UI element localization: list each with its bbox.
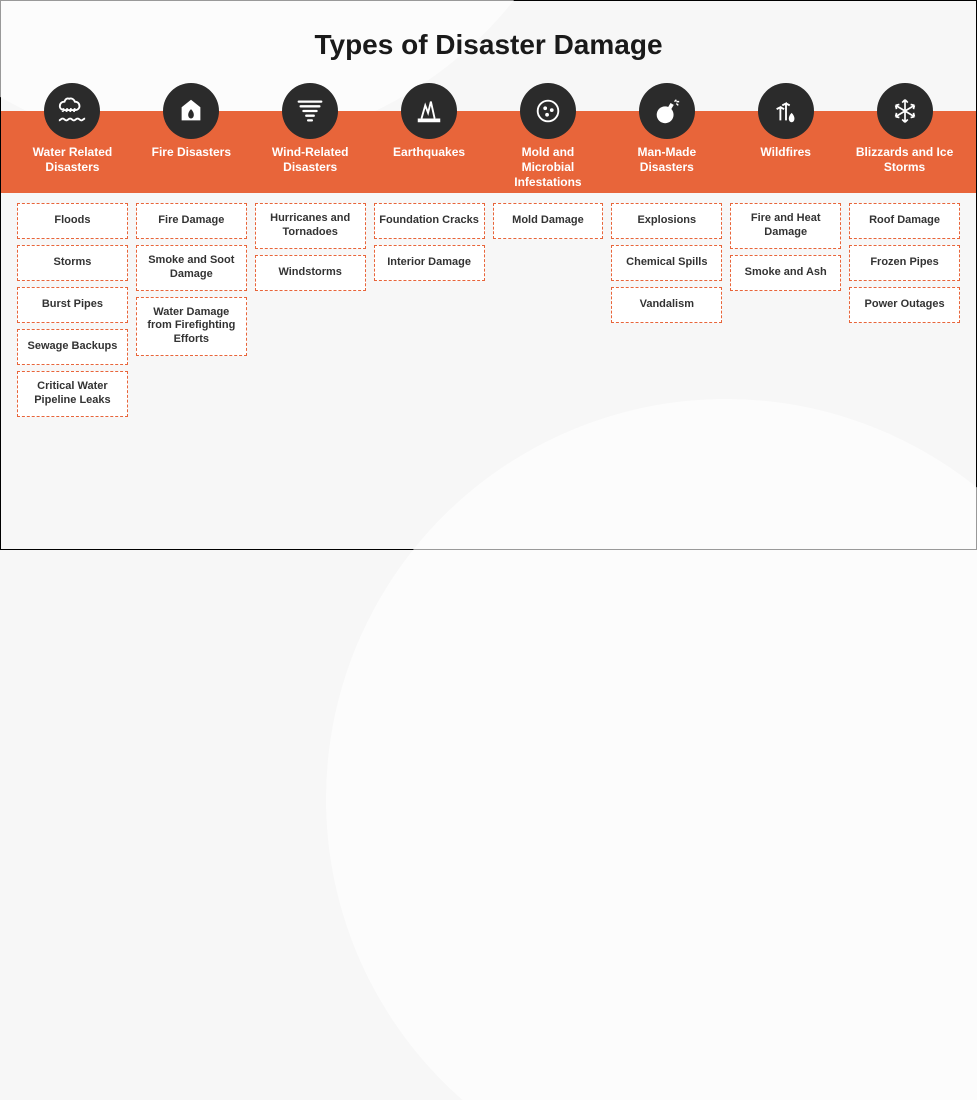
items-col-wind: Hurricanes and Tornadoes Windstorms [251,203,370,291]
list-item: Chemical Spills [611,245,722,281]
list-item: Storms [17,245,128,281]
list-item: Hurricanes and Tornadoes [255,203,366,249]
category-water: Water Related Disasters [13,83,132,175]
list-item: Interior Damage [374,245,485,281]
category-label: Man-Made Disasters [611,145,722,175]
items-col-earthquake: Foundation Cracks Interior Damage [370,203,489,281]
list-item: Explosions [611,203,722,239]
items-col-mold: Mold Damage [489,203,608,239]
category-earthquake: Earthquakes [370,83,489,160]
list-item: Water Damage from Firefighting Efforts [136,297,247,356]
category-mold: Mold and Microbial Infestations [489,83,608,190]
category-label: Blizzards and Ice Storms [849,145,960,175]
list-item: Sewage Backups [17,329,128,365]
list-item: Vandalism [611,287,722,323]
category-wind: Wind-Related Disasters [251,83,370,175]
category-band: Water Related Disasters Fire Disasters W… [1,83,976,193]
items-col-blizzard: Roof Damage Frozen Pipes Power Outages [845,203,964,323]
list-item: Foundation Cracks [374,203,485,239]
items-col-manmade: Explosions Chemical Spills Vandalism [607,203,726,323]
list-item: Smoke and Ash [730,255,841,291]
snowflake-icon [877,83,933,139]
items-col-water: Floods Storms Burst Pipes Sewage Backups… [13,203,132,417]
earthquake-icon [401,83,457,139]
list-item: Fire Damage [136,203,247,239]
category-fire: Fire Disasters [132,83,251,160]
category-label: Earthquakes [391,145,467,160]
items-col-wildfire: Fire and Heat Damage Smoke and Ash [726,203,845,291]
wildfire-icon [758,83,814,139]
tornado-icon [282,83,338,139]
list-item: Windstorms [255,255,366,291]
list-item: Fire and Heat Damage [730,203,841,249]
list-item: Smoke and Soot Damage [136,245,247,291]
category-blizzard: Blizzards and Ice Storms [845,83,964,175]
list-item: Frozen Pipes [849,245,960,281]
list-item: Burst Pipes [17,287,128,323]
category-label: Mold and Microbial Infestations [493,145,604,190]
list-item: Power Outages [849,287,960,323]
category-label: Water Related Disasters [17,145,128,175]
category-wildfire: Wildfires [726,83,845,160]
mold-icon [520,83,576,139]
category-label: Wildfires [758,145,813,160]
page-title: Types of Disaster Damage [1,1,976,83]
bomb-icon [639,83,695,139]
items-grid: Floods Storms Burst Pipes Sewage Backups… [1,193,976,417]
list-item: Mold Damage [493,203,604,239]
category-manmade: Man-Made Disasters [607,83,726,175]
fire-house-icon [163,83,219,139]
category-label: Fire Disasters [150,145,233,160]
list-item: Roof Damage [849,203,960,239]
list-item: Critical Water Pipeline Leaks [17,371,128,417]
list-item: Floods [17,203,128,239]
flood-icon [44,83,100,139]
items-col-fire: Fire Damage Smoke and Soot Damage Water … [132,203,251,356]
category-label: Wind-Related Disasters [255,145,366,175]
